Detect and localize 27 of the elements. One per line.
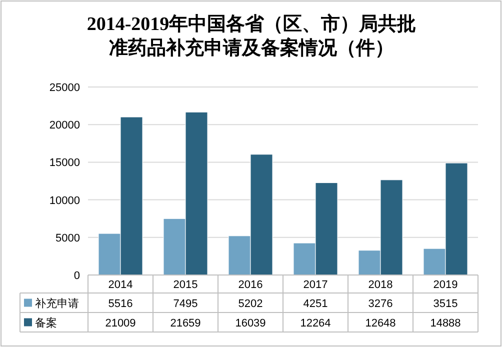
data-label: 4251 <box>303 298 328 310</box>
data-label: 7495 <box>173 298 198 310</box>
y-tick-label: 0 <box>74 270 80 282</box>
data-label: 14888 <box>430 317 461 330</box>
y-tick-label: 5000 <box>56 232 80 244</box>
data-label: 12648 <box>365 317 396 330</box>
data-label: 5516 <box>108 298 133 310</box>
data-label: 3515 <box>433 298 458 310</box>
x-tick-label: 2017 <box>303 279 328 291</box>
x-tick-label: 2018 <box>368 279 393 291</box>
data-label: 16039 <box>235 317 266 330</box>
legend-label: 备案 <box>35 316 57 330</box>
data-label: 21659 <box>170 317 201 330</box>
data-label: 5202 <box>238 298 263 310</box>
chart-title: 2014-2019年中国各省（区、市）局共批准药品补充申请及备案情况（件） <box>86 13 416 59</box>
x-tick-label: 2014 <box>108 279 133 291</box>
y-tick-label: 15000 <box>49 157 80 170</box>
x-tick-label: 2019 <box>433 279 458 291</box>
x-tick-label: 2015 <box>173 279 198 291</box>
data-label: 12264 <box>300 317 331 330</box>
data-label: 3276 <box>368 298 393 310</box>
x-tick-label: 2016 <box>238 279 263 291</box>
legend-label: 补充申请 <box>35 296 79 310</box>
data-label: 21009 <box>105 317 136 330</box>
y-tick-label: 25000 <box>49 82 80 94</box>
y-tick-label: 20000 <box>49 120 80 132</box>
y-tick-label: 10000 <box>49 194 80 207</box>
